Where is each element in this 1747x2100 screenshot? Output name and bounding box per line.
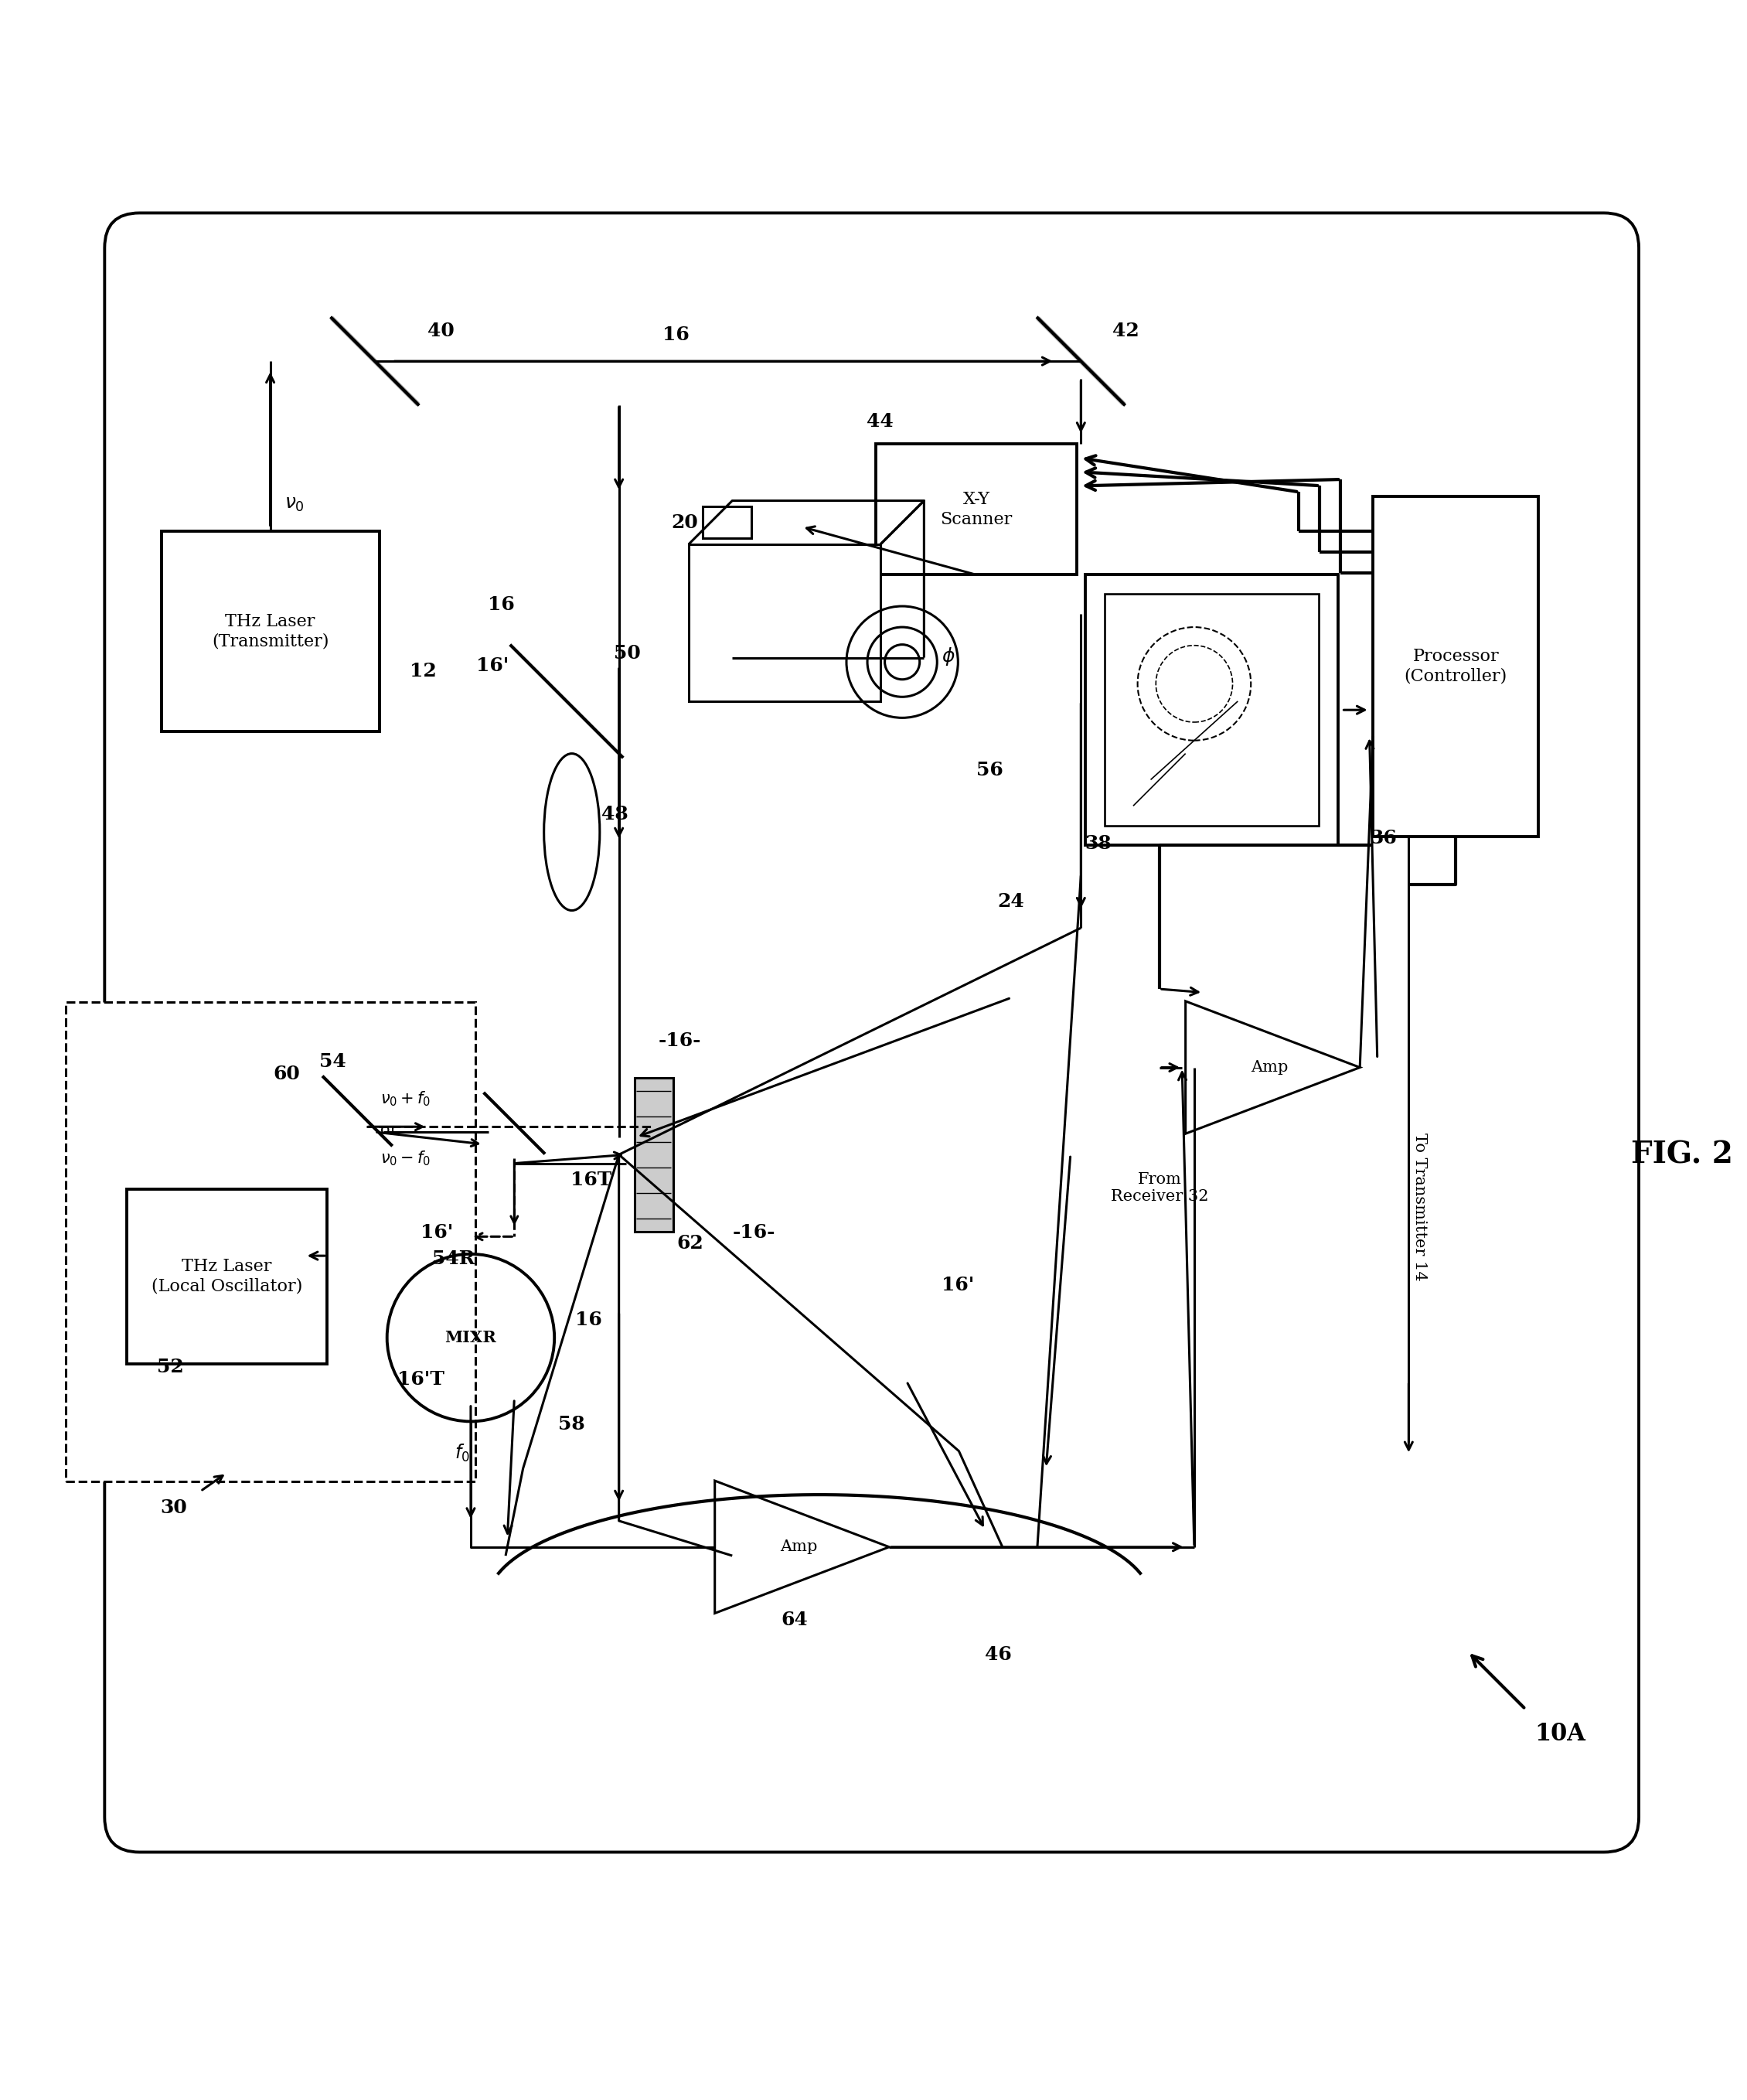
Text: 46: 46 bbox=[985, 1644, 1012, 1663]
Text: $\nu_0+f_0$: $\nu_0+f_0$ bbox=[381, 1090, 430, 1109]
Text: 62: 62 bbox=[676, 1233, 704, 1252]
Text: THz Laser
(Transmitter): THz Laser (Transmitter) bbox=[211, 613, 328, 649]
Text: Processor
(Controller): Processor (Controller) bbox=[1405, 649, 1508, 685]
Text: From
Receiver 32: From Receiver 32 bbox=[1111, 1172, 1209, 1203]
Text: 16': 16' bbox=[477, 657, 508, 674]
Text: -16-: -16- bbox=[732, 1224, 776, 1241]
Text: 16: 16 bbox=[575, 1310, 603, 1329]
Text: 16': 16' bbox=[942, 1275, 975, 1294]
FancyBboxPatch shape bbox=[702, 506, 751, 538]
Text: FIG. 2: FIG. 2 bbox=[1632, 1140, 1733, 1170]
FancyBboxPatch shape bbox=[1104, 594, 1319, 825]
FancyBboxPatch shape bbox=[1373, 496, 1539, 836]
FancyBboxPatch shape bbox=[126, 1189, 327, 1363]
FancyBboxPatch shape bbox=[161, 531, 379, 731]
Text: 36: 36 bbox=[1370, 830, 1398, 848]
Text: 12: 12 bbox=[411, 662, 437, 680]
Text: 16'T: 16'T bbox=[398, 1369, 444, 1388]
FancyBboxPatch shape bbox=[634, 1077, 673, 1231]
Text: 40: 40 bbox=[426, 321, 454, 340]
Text: 50: 50 bbox=[613, 645, 641, 664]
Text: MIXR: MIXR bbox=[445, 1329, 496, 1346]
FancyBboxPatch shape bbox=[688, 544, 880, 701]
Text: 16: 16 bbox=[662, 326, 690, 344]
Text: 48: 48 bbox=[601, 804, 629, 823]
Text: 58: 58 bbox=[557, 1415, 585, 1434]
Text: 54: 54 bbox=[320, 1052, 346, 1071]
Text: To Transmitter 14: To Transmitter 14 bbox=[1412, 1132, 1427, 1281]
FancyBboxPatch shape bbox=[65, 1002, 475, 1483]
Text: -16-: -16- bbox=[659, 1031, 701, 1050]
Text: 16': 16' bbox=[421, 1224, 452, 1241]
Text: 10A: 10A bbox=[1536, 1722, 1586, 1745]
Text: 42: 42 bbox=[1113, 321, 1139, 340]
Text: 54R: 54R bbox=[432, 1250, 475, 1268]
Text: THz Laser
(Local Oscillator): THz Laser (Local Oscillator) bbox=[152, 1258, 302, 1296]
Text: 60: 60 bbox=[273, 1065, 300, 1084]
Text: 52: 52 bbox=[157, 1357, 183, 1376]
Text: 44: 44 bbox=[867, 412, 893, 430]
Text: 30: 30 bbox=[161, 1499, 187, 1518]
Text: 24: 24 bbox=[998, 892, 1024, 911]
Text: or: or bbox=[381, 1124, 398, 1138]
Text: Amp: Amp bbox=[1251, 1060, 1288, 1075]
FancyBboxPatch shape bbox=[105, 212, 1639, 1852]
Text: $f_0$: $f_0$ bbox=[454, 1443, 470, 1464]
FancyBboxPatch shape bbox=[1085, 575, 1338, 844]
Text: $\nu_0- f_0$: $\nu_0- f_0$ bbox=[381, 1149, 430, 1168]
Text: 16T: 16T bbox=[570, 1172, 611, 1189]
Text: 38: 38 bbox=[1085, 834, 1111, 853]
Text: 56: 56 bbox=[977, 760, 1003, 779]
Text: $\phi$: $\phi$ bbox=[942, 647, 956, 668]
Text: X-Y
Scanner: X-Y Scanner bbox=[940, 491, 1012, 527]
FancyBboxPatch shape bbox=[875, 443, 1076, 575]
Text: Amp: Amp bbox=[779, 1539, 818, 1554]
Text: $\nu_0$: $\nu_0$ bbox=[285, 496, 304, 515]
Text: 20: 20 bbox=[671, 514, 699, 531]
Text: 16: 16 bbox=[487, 596, 514, 613]
Text: 64: 64 bbox=[781, 1611, 807, 1630]
